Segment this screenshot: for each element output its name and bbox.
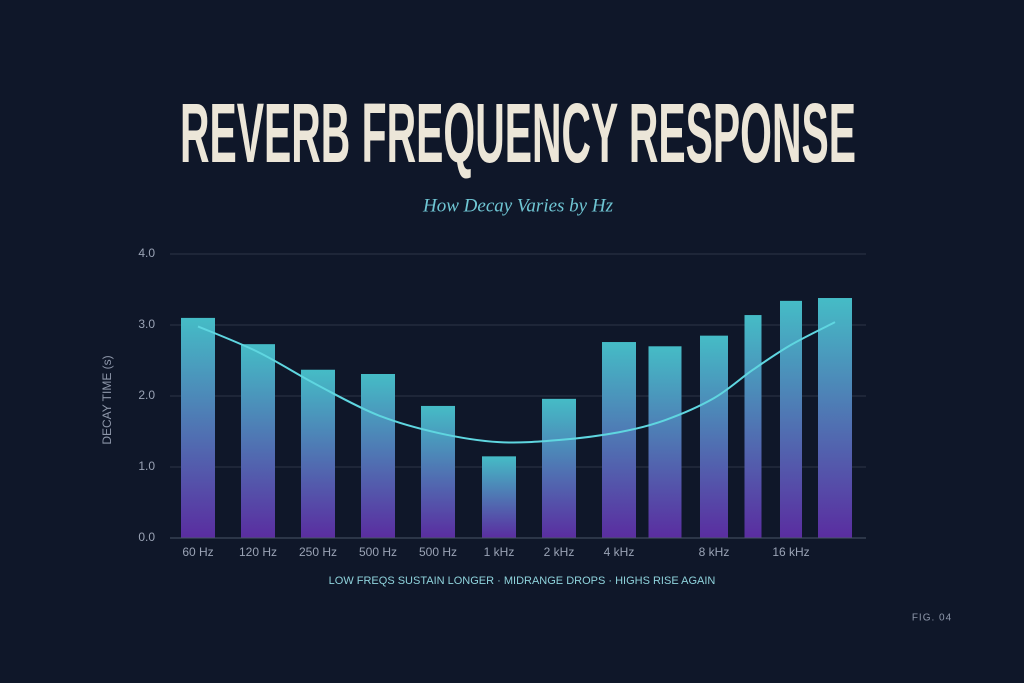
bar [700, 335, 728, 538]
y-tick-label: 3.0 [138, 317, 155, 331]
figure-label: FIG. 04 [912, 613, 952, 624]
y-axis-label: DECAY TIME (s) [100, 355, 114, 444]
x-tick-label: 250 Hz [299, 545, 337, 559]
bar [361, 373, 395, 538]
bar [744, 315, 762, 538]
bar [818, 298, 852, 538]
x-tick-label: 500 Hz [419, 545, 457, 559]
x-tick-label: 60 Hz [182, 545, 213, 559]
bar [482, 456, 516, 538]
note: LOW FREQS SUSTAIN LONGER · MIDRANGE DROP… [329, 575, 716, 587]
y-tick-label: 4.0 [138, 246, 155, 260]
x-tick-label: 4 kHz [604, 545, 635, 559]
trend-line [197, 321, 836, 444]
bar [542, 398, 576, 538]
bar [780, 300, 802, 538]
bar [181, 317, 215, 538]
y-tick-label: 1.0 [138, 459, 155, 473]
x-tick-label: 120 Hz [239, 545, 277, 559]
x-tick-label: 2 kHz [544, 545, 575, 559]
bar [241, 344, 275, 538]
bar [648, 346, 682, 538]
bar [421, 405, 455, 538]
bar [602, 342, 636, 538]
x-tick-label: 500 Hz [359, 545, 397, 559]
chart-title: REVERB FREQUENCY RESPONSE [180, 86, 856, 180]
bar [301, 369, 335, 538]
x-tick-label: 1 kHz [484, 545, 515, 559]
x-tick-label: 8 kHz [699, 545, 730, 559]
y-tick-label: 0.0 [138, 530, 155, 544]
chart-subtitle: How Decay Varies by Hz [422, 195, 614, 216]
y-tick-label: 2.0 [138, 388, 155, 402]
x-tick-label: 16 kHz [772, 545, 809, 559]
